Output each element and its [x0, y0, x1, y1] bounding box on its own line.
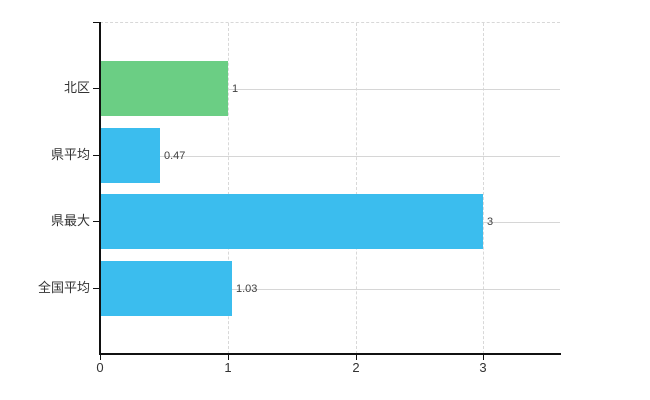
x-axis-tick — [483, 355, 484, 360]
x-axis-line — [99, 353, 561, 355]
bar-value-label: 3 — [487, 216, 494, 228]
x-tick-label-3: 3 — [479, 360, 487, 375]
bar-県平均 — [100, 128, 160, 183]
y-axis-tick — [93, 221, 100, 222]
vertical-gridline-2 — [356, 23, 357, 354]
bar-value-label: 1.03 — [236, 283, 258, 295]
plot-area: 1 0.47 3 1.03 — [100, 22, 560, 354]
y-axis-tick — [93, 288, 100, 289]
x-tick-label-1: 1 — [224, 360, 232, 375]
x-axis-tick — [100, 355, 101, 360]
horizontal-gridline — [100, 156, 560, 157]
vertical-gridline-1 — [228, 23, 229, 354]
category-label-全国平均: 全国平均 — [37, 280, 90, 295]
bar-北区 — [100, 61, 228, 116]
horizontal-gridline — [100, 89, 560, 90]
horizontal-gridline — [100, 289, 560, 290]
bar-県最大 — [100, 194, 483, 249]
category-label-北区: 北区 — [63, 80, 90, 95]
x-tick-label-0: 0 — [96, 360, 104, 375]
bar-value-label: 0.47 — [164, 150, 186, 162]
x-axis-tick — [356, 355, 357, 360]
y-axis-top-tick — [93, 22, 100, 23]
vertical-gridline-3 — [483, 23, 484, 354]
y-axis-line — [99, 22, 101, 355]
x-tick-label-2: 2 — [352, 360, 360, 375]
y-axis-tick — [93, 155, 100, 156]
bar-全国平均 — [100, 261, 232, 316]
bar-value-label: 1 — [232, 83, 239, 95]
x-axis-tick — [228, 355, 229, 360]
category-label-県平均: 県平均 — [50, 147, 90, 162]
y-axis-tick — [93, 88, 100, 89]
category-label-県最大: 県最大 — [50, 213, 90, 228]
